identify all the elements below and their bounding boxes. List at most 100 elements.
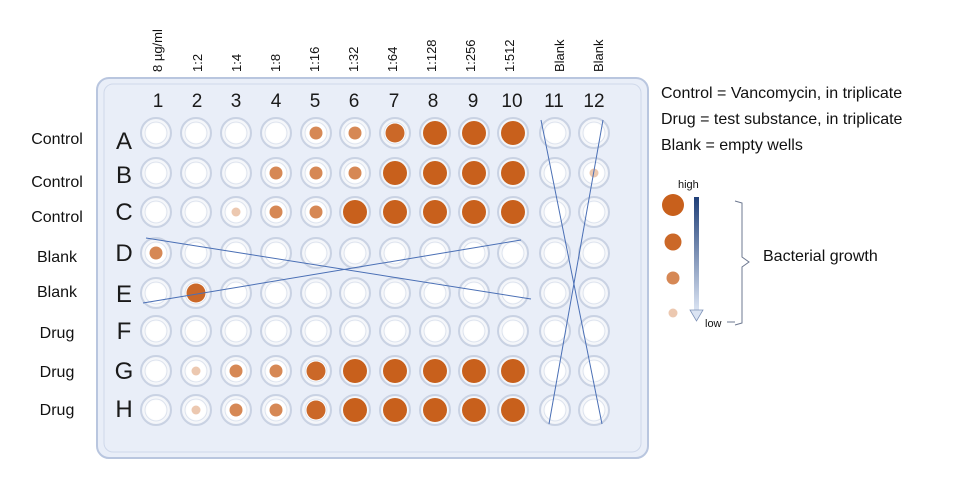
scale-dot-level-4 [662,194,684,216]
well-inner-ring [543,398,567,422]
well-inner-ring [383,121,407,145]
well-inner-ring [224,161,248,185]
row-letters: A B C D E F G H [115,128,134,423]
growth-spot-B7 [383,161,407,185]
well-inner-ring [543,359,567,383]
row-letter: E [116,281,132,308]
column-number: 8 [428,91,439,112]
well-inner-ring [501,241,525,265]
well-inner-ring [184,359,208,383]
cross-line [142,239,522,304]
growth-spot-C7 [383,200,407,224]
scale-dot-level-1 [668,308,678,318]
well-inner-ring [383,241,407,265]
well-inner-ring [343,319,367,343]
row-letter: A [116,128,132,155]
well-inner-ring [582,281,606,305]
growth-spot-B5 [309,166,323,180]
conc-label: 1:16 [307,47,322,72]
column-number: 3 [231,91,242,112]
growth-spot-B9 [462,161,486,185]
growth-spot-H9 [462,398,486,422]
well-inner-ring [462,241,486,265]
well-inner-ring [144,121,168,145]
growth-spot-B4 [269,166,283,180]
growth-spot-C9 [462,200,486,224]
well-inner-ring [383,319,407,343]
well-inner-ring [264,319,288,343]
growth-spot-C5 [309,205,323,219]
legend-line-control: Control = Vancomycin, in triplicate [661,85,902,102]
well-inner-ring [144,281,168,305]
growth-spot-G9 [462,359,486,383]
well-inner-ring [304,359,328,383]
growth-spot-B6 [348,166,362,180]
growth-scale-bar [694,197,699,311]
conc-label: 1:8 [268,54,283,72]
row-label: Control [31,209,83,226]
growth-spot-G8 [423,359,447,383]
row-label: Blank [37,284,78,301]
legend-line-drug: Drug = test substance, in triplicate [661,111,903,128]
row-letter: D [115,240,132,267]
growth-spot-A7 [385,123,405,143]
scale-dot-level-3 [664,233,682,251]
row-label: Drug [40,402,75,419]
growth-spot-G4 [269,364,283,378]
growth-spot-H8 [423,398,447,422]
well-inner-ring [184,200,208,224]
well-inner-ring [264,200,288,224]
well-inner-ring [224,241,248,265]
conc-label: 1:256 [463,39,478,72]
column-number: 10 [501,91,522,112]
legend: Control = Vancomycin, in triplicate Drug… [661,85,903,330]
row-label: Drug [40,364,75,381]
growth-spot-B10 [501,161,525,185]
well-inner-ring [144,161,168,185]
well-inner-ring [304,200,328,224]
well-inner-ring [264,241,288,265]
well-inner-ring [304,319,328,343]
well-inner-ring [304,161,328,185]
growth-spot-G10 [501,359,525,383]
scale-dot-level-2 [666,271,680,285]
well-inner-ring [144,398,168,422]
column-number: 6 [349,91,360,112]
growth-spot-A10 [501,121,525,145]
well-inner-ring [184,319,208,343]
well-inner-ring [224,281,248,305]
well-inner-ring [582,398,606,422]
row-letter: G [115,358,134,385]
well-inner-ring [343,121,367,145]
conc-label: 1:64 [385,47,400,72]
well-inner-ring [184,121,208,145]
column-number: 5 [310,91,321,112]
growth-spot-A8 [423,121,447,145]
conc-label: 1:32 [346,47,361,72]
well-inner-ring [264,161,288,185]
growth-spot-E2 [186,283,206,303]
growth-spot-H6 [343,398,367,422]
conc-label: 1:128 [424,39,439,72]
well-inner-ring [543,241,567,265]
well-inner-ring [264,281,288,305]
well-inner-ring [343,161,367,185]
conc-label: Blank [552,39,567,72]
well-inner-ring [304,281,328,305]
growth-spot-A5 [309,126,323,140]
well-inner-ring [462,319,486,343]
conc-label: 1:512 [502,39,517,72]
well-inner-ring [224,121,248,145]
well-inner-ring [383,281,407,305]
well-inner-ring [304,398,328,422]
legend-line-blank: Blank = empty wells [661,137,803,154]
column-number: 1 [153,91,164,112]
growth-spot-C6 [343,200,367,224]
blank-cross-lines [142,119,604,425]
growth-spot-G3 [229,364,243,378]
well-inner-ring [543,161,567,185]
row-label: Control [31,174,83,191]
conc-label: Blank [591,39,606,72]
well-inner-ring [543,281,567,305]
